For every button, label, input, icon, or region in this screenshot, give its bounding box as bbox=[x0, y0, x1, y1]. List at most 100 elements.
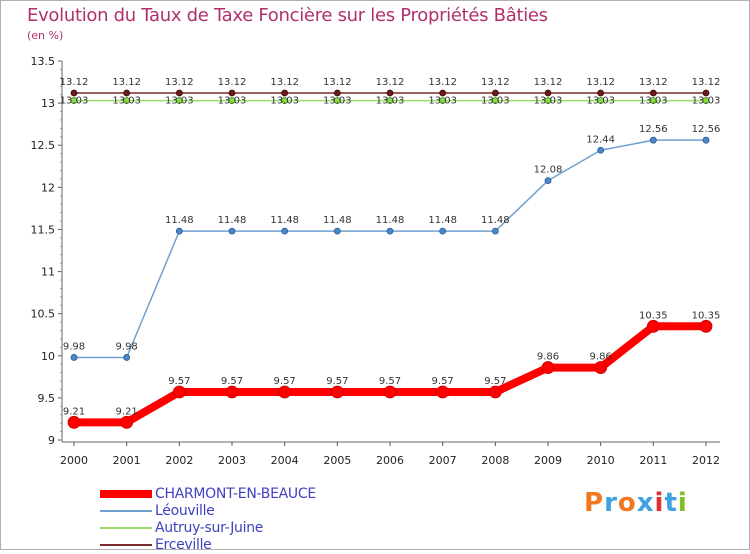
data-point bbox=[439, 89, 447, 97]
x-tick-label: 2005 bbox=[323, 454, 351, 467]
data-label: 12.56 bbox=[692, 124, 721, 135]
data-label: 13.03 bbox=[639, 96, 668, 107]
data-point bbox=[488, 385, 502, 399]
x-tick-label: 2008 bbox=[481, 454, 509, 467]
data-point bbox=[228, 97, 236, 104]
data-label: 9.57 bbox=[432, 376, 454, 387]
data-label: 9.57 bbox=[221, 376, 243, 387]
data-label: 13.12 bbox=[376, 77, 405, 88]
data-label: 13.12 bbox=[428, 77, 457, 88]
data-point bbox=[544, 97, 552, 104]
data-point bbox=[491, 227, 499, 235]
data-label: 9.57 bbox=[326, 376, 348, 387]
logo-letter: x bbox=[636, 488, 655, 518]
data-point bbox=[699, 319, 713, 333]
data-label: 13.12 bbox=[639, 77, 668, 88]
data-label: 11.48 bbox=[428, 215, 457, 226]
data-label: 12.44 bbox=[586, 134, 615, 145]
data-label: 9.57 bbox=[484, 376, 506, 387]
data-point bbox=[386, 89, 394, 97]
data-label: 11.48 bbox=[481, 215, 510, 226]
x-tick-label: 2003 bbox=[218, 454, 246, 467]
data-point bbox=[702, 89, 710, 97]
data-point bbox=[597, 97, 605, 104]
legend-item: Autruy-sur-Juine bbox=[100, 520, 400, 537]
data-point bbox=[333, 89, 341, 97]
x-tick-label: 2010 bbox=[587, 454, 615, 467]
data-point bbox=[544, 177, 552, 184]
data-point bbox=[175, 227, 183, 235]
logo-letter: P bbox=[584, 488, 605, 518]
data-point bbox=[594, 361, 608, 374]
data-label: 13.12 bbox=[270, 77, 299, 88]
data-point bbox=[172, 385, 186, 399]
proxiti-logo: Proxiti bbox=[584, 488, 688, 518]
y-tick-label: 10.5 bbox=[31, 308, 56, 321]
data-point bbox=[597, 146, 605, 154]
legend-swatch bbox=[100, 510, 152, 512]
data-label: 13.03 bbox=[165, 96, 194, 107]
legend-item: Erceville bbox=[100, 537, 400, 554]
series-line bbox=[70, 322, 710, 427]
data-label: 9.57 bbox=[274, 376, 296, 387]
data-label: 13.03 bbox=[534, 96, 563, 107]
x-tick-label: 2001 bbox=[113, 454, 141, 467]
data-point bbox=[330, 385, 344, 399]
data-label: 9.86 bbox=[537, 352, 559, 363]
data-label: 13.03 bbox=[112, 96, 141, 107]
data-label: 13.03 bbox=[323, 96, 352, 107]
data-point bbox=[120, 415, 134, 429]
chart-subtitle: (en %) bbox=[27, 29, 64, 42]
data-label: 13.12 bbox=[218, 77, 247, 88]
x-tick-label: 2000 bbox=[60, 454, 88, 467]
legend-label: Autruy-sur-Juine bbox=[155, 520, 264, 536]
y-tick-label: 9 bbox=[48, 434, 55, 447]
data-point bbox=[649, 89, 657, 97]
data-point bbox=[278, 385, 292, 399]
data-label: 9.21 bbox=[63, 406, 85, 417]
data-label: 9.57 bbox=[168, 376, 190, 387]
data-point bbox=[333, 97, 341, 104]
data-point bbox=[649, 97, 657, 104]
y-tick-label: 11.5 bbox=[31, 223, 56, 236]
data-label: 13.03 bbox=[481, 96, 510, 107]
logo-letter: i bbox=[677, 488, 688, 518]
data-point bbox=[175, 97, 183, 104]
x-tick-label: 2007 bbox=[429, 454, 457, 467]
data-point bbox=[228, 227, 236, 235]
data-point bbox=[439, 97, 447, 104]
logo-letter: t bbox=[664, 488, 678, 518]
chart-title: Evolution du Taux de Taxe Foncière sur l… bbox=[27, 5, 548, 26]
data-point bbox=[383, 385, 397, 399]
data-point bbox=[491, 97, 499, 104]
data-point bbox=[281, 97, 289, 104]
x-tick-label: 2002 bbox=[165, 454, 193, 467]
data-label: 9.86 bbox=[590, 352, 612, 363]
data-label: 11.48 bbox=[165, 215, 194, 226]
data-label: 13.03 bbox=[586, 96, 615, 107]
y-tick-label: 11 bbox=[41, 266, 55, 279]
data-point bbox=[175, 89, 183, 97]
legend-item: Léouville bbox=[100, 503, 400, 520]
x-tick-label: 2004 bbox=[271, 454, 299, 467]
data-point bbox=[541, 361, 555, 374]
data-label: 13.12 bbox=[323, 77, 352, 88]
legend-swatch bbox=[100, 544, 152, 546]
data-point bbox=[702, 136, 710, 144]
data-point bbox=[70, 97, 78, 104]
series-layer: 13.12 13.12 13.12 13.12 13.12 13.12 13.12 13.12… bbox=[60, 77, 721, 429]
data-point bbox=[123, 89, 131, 97]
data-point bbox=[386, 227, 394, 235]
data-label: 11.48 bbox=[376, 215, 405, 226]
data-point bbox=[281, 227, 289, 235]
data-point bbox=[646, 319, 660, 333]
data-label: 13.03 bbox=[270, 96, 299, 107]
logo-letter: o bbox=[617, 488, 637, 518]
data-point bbox=[702, 97, 710, 104]
data-point bbox=[281, 89, 289, 97]
data-label: 13.12 bbox=[112, 77, 141, 88]
logo-letter: i bbox=[654, 488, 665, 518]
y-tick-label: 10 bbox=[41, 350, 55, 363]
legend-item: CHARMONT-EN-BEAUCE bbox=[100, 486, 400, 503]
data-point bbox=[439, 227, 447, 235]
